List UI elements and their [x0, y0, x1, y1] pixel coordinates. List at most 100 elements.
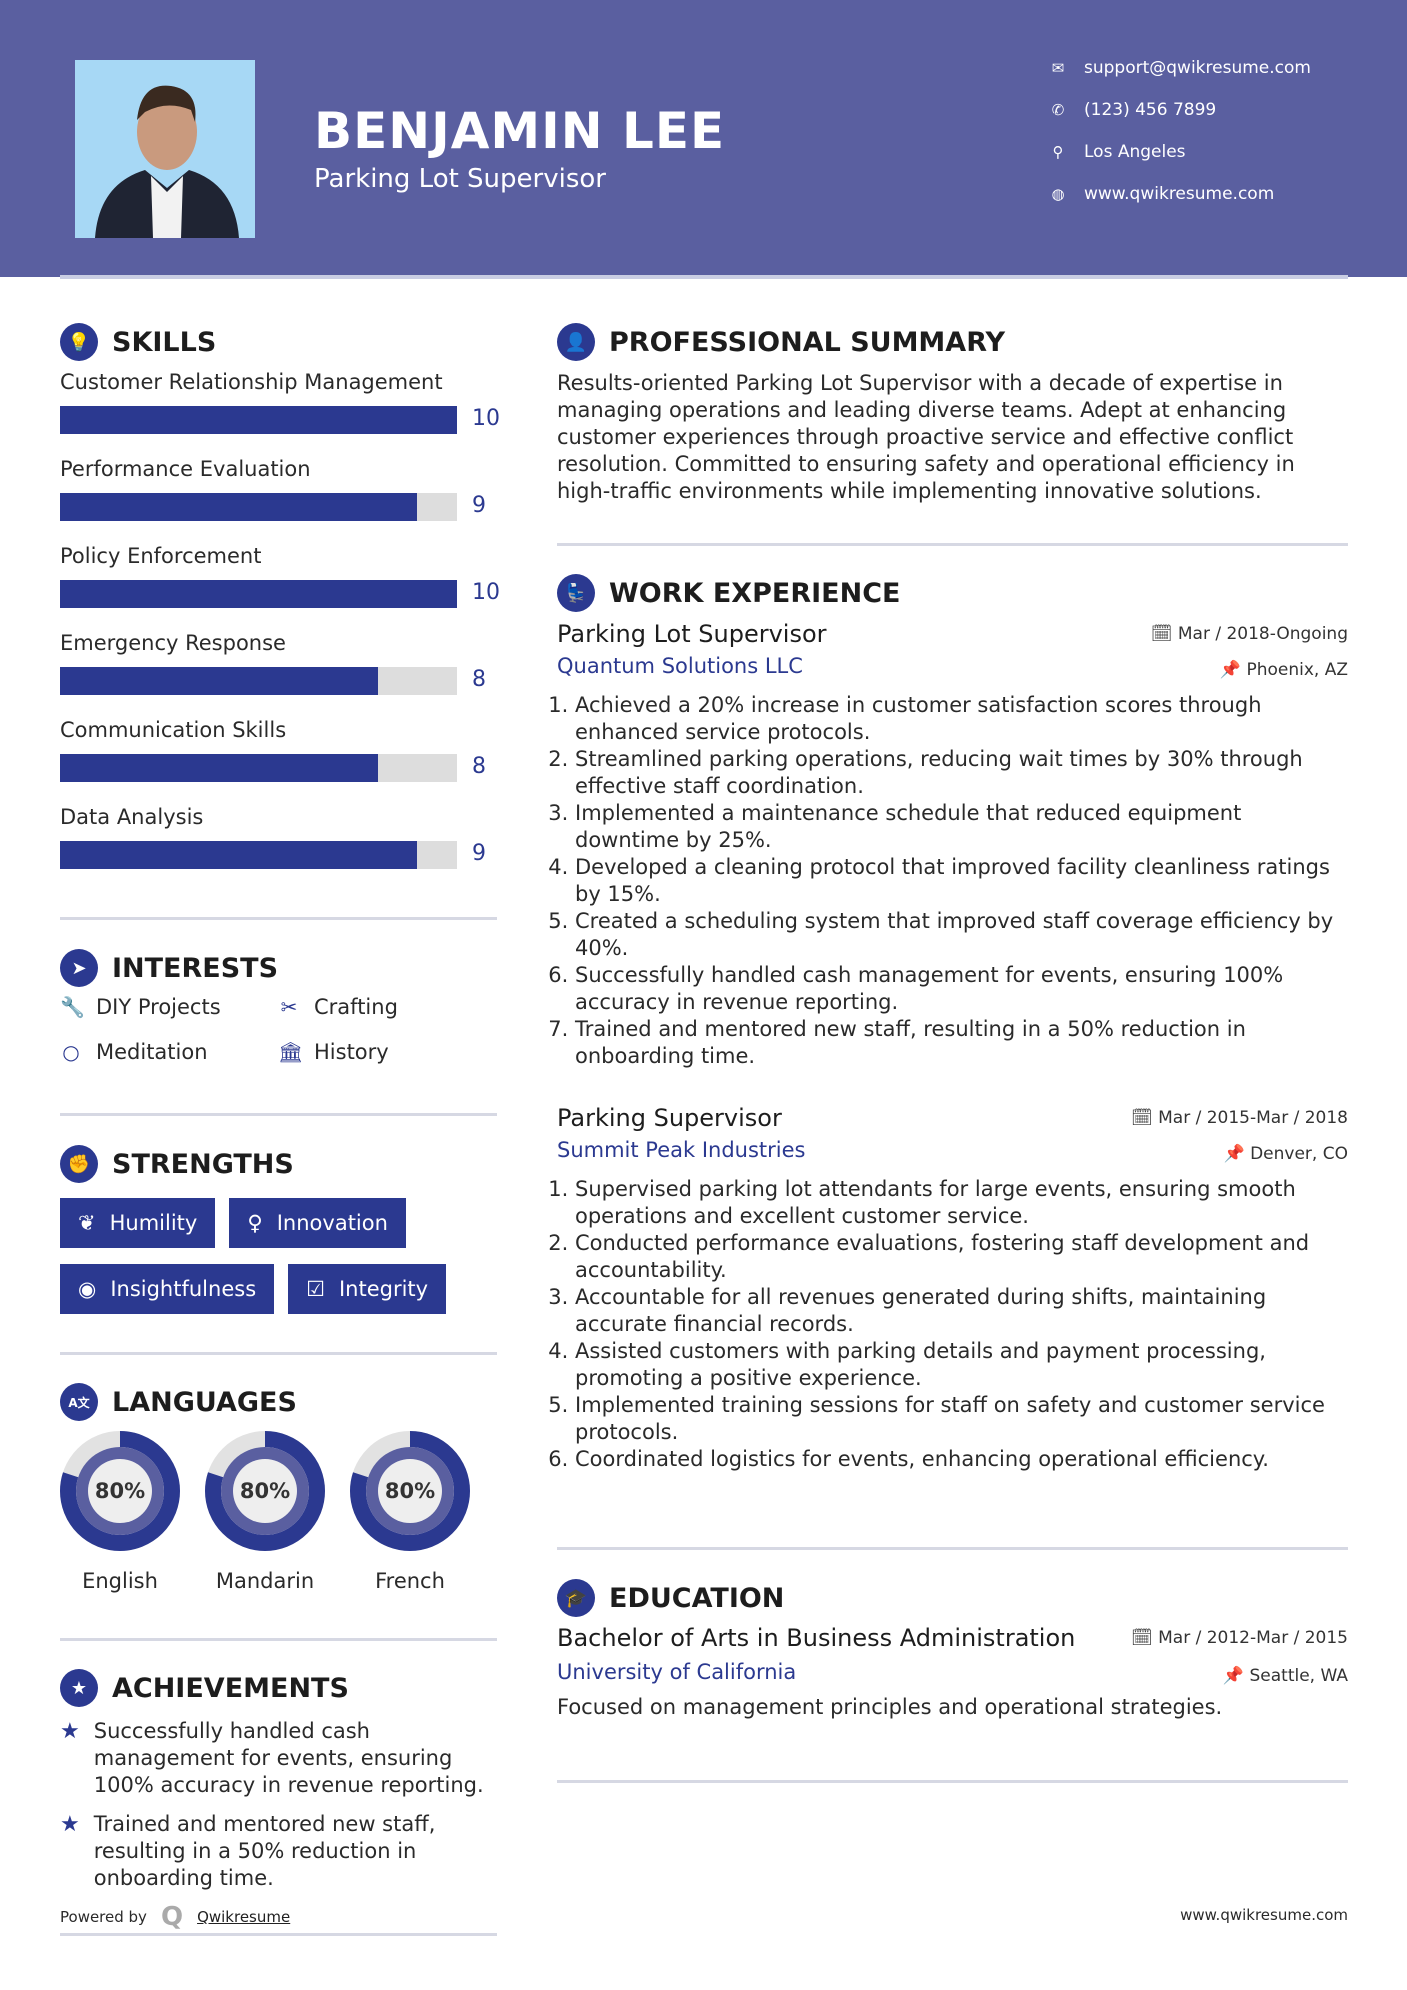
location-text: Denver, CO [1250, 1144, 1348, 1164]
skill-label: Communication Skills [60, 718, 287, 742]
education-entry: Bachelor of Arts in Business Administrat… [557, 1624, 1348, 1734]
pin-icon: 📌 [1223, 1144, 1251, 1164]
skill-value: 10 [472, 406, 500, 431]
skill-item: Policy Enforcement 10 [60, 544, 500, 631]
museum-icon: 🏛 [278, 1040, 304, 1064]
donut-fill [205, 1431, 325, 1551]
bullet-item: Successfully handled cash management for… [575, 962, 1348, 1016]
contact-item: ✉ support@qwikresume.com [1050, 58, 1311, 78]
skill-label: Performance Evaluation [60, 457, 311, 481]
divider [60, 1113, 497, 1116]
candidate-name: BENJAMIN LEE [314, 102, 726, 160]
divider [60, 917, 497, 920]
contact-text: support@qwikresume.com [1084, 58, 1311, 78]
graduate-icon: 🎓 [557, 1579, 595, 1617]
skill-bar: 9 [60, 493, 486, 521]
contact-item: ✆ (123) 456 7899 [1050, 100, 1217, 120]
strength-chip: ◉ Insightfulness [60, 1264, 275, 1314]
job-date: 🗓 Mar / 2018-Ongoing [1151, 624, 1348, 644]
bullet-item: Conducted performance evaluations, foste… [575, 1230, 1348, 1284]
pin-icon: 📌 [1219, 660, 1247, 680]
interests-heading: ➤ INTERESTS [60, 949, 278, 987]
language-percent: 80% [384, 1479, 436, 1503]
skill-item: Emergency Response 8 [60, 631, 500, 718]
candidate-title: Parking Lot Supervisor [314, 164, 606, 194]
interest-label: Meditation [96, 1040, 208, 1064]
location-text: Phoenix, AZ [1246, 660, 1348, 680]
achievement-item: ★ Trained and mentored new staff, resulti… [60, 1811, 490, 1892]
lightbulb-icon: ♀ [247, 1211, 263, 1235]
calendar-icon: 🗓 [1150, 624, 1178, 644]
scissors-icon: ✂ [280, 995, 298, 1019]
language-donut [60, 1431, 180, 1551]
divider [60, 1933, 497, 1936]
skill-value: 8 [472, 667, 486, 692]
skill-bar-fill [60, 754, 378, 782]
contact-text: (123) 456 7899 [1084, 100, 1217, 120]
check-square-icon: ☑ [306, 1277, 325, 1301]
languages-heading: A文 LANGUAGES [60, 1383, 297, 1421]
bullet-item: Streamlined parking operations, reducing… [575, 746, 1348, 800]
lightbulb-icon: 💡 [60, 323, 98, 361]
donut-center [233, 1459, 297, 1523]
job-title: Parking Lot Supervisor [557, 620, 827, 648]
summary-heading: 👤 PROFESSIONAL SUMMARY [557, 323, 1005, 361]
skill-label: Policy Enforcement [60, 544, 262, 568]
job-entry: Parking Lot Supervisor 🗓 Mar / 2018-Ongoi… [557, 620, 1348, 1070]
divider [557, 1547, 1348, 1550]
language-item: 80% French [350, 1431, 470, 1593]
bullet-item: Implemented a maintenance schedule that … [575, 800, 1348, 854]
interest-label: Crafting [314, 995, 398, 1019]
interest-item: 🔧 DIY Projects [60, 995, 221, 1019]
footer-website: www.qwikresume.com [1180, 1906, 1348, 1924]
job-date: 🗓 Mar / 2015-Mar / 2018 [1131, 1108, 1348, 1128]
qwikresume-link[interactable]: Qwikresume [197, 1908, 291, 1926]
strength-label: Integrity [338, 1277, 429, 1301]
fist-icon: ✊ [60, 1145, 98, 1183]
map-pin-icon: ⚲ [1052, 143, 1064, 161]
job-bullets: Supervised parking lot attendants for la… [557, 1176, 1348, 1473]
divider [557, 543, 1348, 546]
education-date: 🗓 Mar / 2012-Mar / 2015 [1131, 1628, 1348, 1648]
contact-item: ◍ www.qwikresume.com [1050, 184, 1274, 204]
bullet-item: Coordinated logistics for events, enhanc… [575, 1446, 1348, 1473]
envelope-icon: ✉ [1051, 59, 1065, 77]
job-title: Parking Supervisor [557, 1104, 782, 1132]
language-label: French [375, 1569, 445, 1593]
user-icon: 👤 [557, 323, 595, 361]
interest-item: ✂ Crafting [278, 995, 398, 1019]
donut-center [378, 1459, 442, 1523]
skill-bar-fill [60, 406, 457, 434]
skill-bar-fill [60, 667, 378, 695]
donut-fill [60, 1431, 180, 1551]
bullet-item: Trained and mentored new staff, resultin… [575, 1016, 1348, 1070]
skill-bar: 9 [60, 841, 486, 869]
skill-bar: 10 [60, 406, 500, 434]
skill-item: Data Analysis 9 [60, 805, 500, 892]
job-location: 📌 Denver, CO [1224, 1144, 1348, 1164]
skill-value: 9 [472, 493, 486, 518]
date-text: Mar / 2018-Ongoing [1177, 624, 1348, 644]
achievements-title: ACHIEVEMENTS [112, 1672, 349, 1704]
strength-label: Humility [109, 1211, 198, 1235]
divider [60, 1638, 497, 1641]
skill-bar-fill [60, 841, 418, 869]
contact-text: Los Angeles [1084, 142, 1186, 162]
languages-title: LANGUAGES [112, 1386, 297, 1418]
degree: Bachelor of Arts in Business Administrat… [557, 1624, 1076, 1652]
job-location: 📌 Phoenix, AZ [1220, 660, 1348, 680]
interest-label: History [314, 1040, 389, 1064]
circle-icon: ○ [62, 1040, 80, 1064]
phone-icon: ✆ [1051, 101, 1065, 119]
powered-by: Powered by Q Qwikresume [60, 1902, 290, 1932]
language-item: 80% English [60, 1431, 180, 1593]
contact-text: www.qwikresume.com [1084, 184, 1275, 204]
achievements-heading: ★ ACHIEVEMENTS [60, 1669, 349, 1707]
strengths-title: STRENGTHS [112, 1148, 294, 1180]
achievement-text: Trained and mentored new staff, resultin… [93, 1812, 436, 1890]
education-description: Focused on management principles and ope… [557, 1695, 1223, 1719]
education-title: EDUCATION [609, 1582, 785, 1614]
skill-item: Performance Evaluation 9 [60, 457, 500, 544]
strength-label: Innovation [276, 1211, 388, 1235]
bullet-item: Supervised parking lot attendants for la… [575, 1176, 1348, 1230]
